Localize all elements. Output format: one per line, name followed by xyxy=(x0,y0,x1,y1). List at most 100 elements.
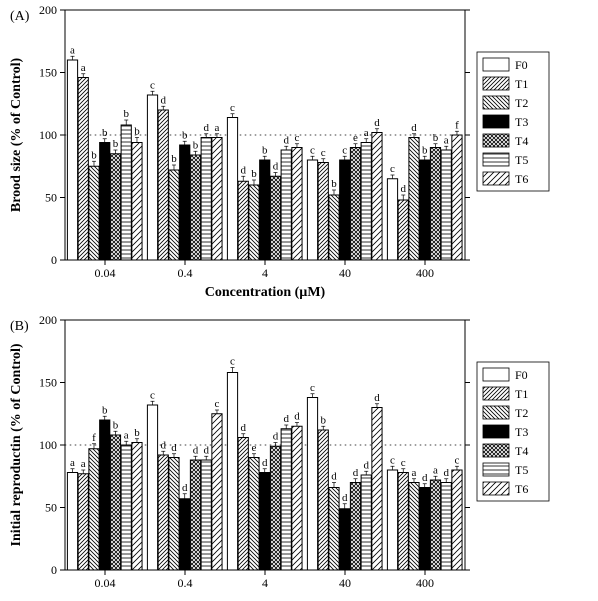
bar-letter: d xyxy=(353,467,359,479)
bar-F0 xyxy=(227,118,237,261)
bar-T2 xyxy=(249,185,259,260)
bar-letter: b xyxy=(91,149,97,161)
bar-T2 xyxy=(329,488,339,571)
legend-swatch-F0 xyxy=(483,58,509,71)
bar-T4 xyxy=(190,460,200,570)
bar-T4 xyxy=(430,480,440,570)
ytick-label: 150 xyxy=(39,66,57,80)
bar-T2 xyxy=(89,166,99,260)
bar-T1 xyxy=(238,438,248,571)
bar-F0 xyxy=(67,473,77,571)
bar-letter: d xyxy=(422,472,428,484)
figure-root: { "figure": { "width": 598, "height": 59… xyxy=(0,0,598,596)
bar-letter: a xyxy=(444,134,449,146)
bar-T3 xyxy=(420,160,430,260)
legend-label-T5: T5 xyxy=(515,463,528,477)
xtick-label: 0.4 xyxy=(178,266,193,280)
bar-T1 xyxy=(158,110,168,260)
legend-label-T6: T6 xyxy=(515,172,528,186)
bar-letter: d xyxy=(262,457,268,469)
bar-letter: b xyxy=(102,404,108,416)
bar-T6 xyxy=(212,138,222,261)
ytick-label: 100 xyxy=(39,438,57,452)
bar-letter: b xyxy=(193,139,199,151)
ytick-label: 200 xyxy=(39,313,57,327)
bar-letter: c xyxy=(321,147,326,159)
bar-letter: b xyxy=(134,126,140,138)
bar-T3 xyxy=(340,160,350,260)
bar-letter: f xyxy=(92,432,96,444)
bar-T4 xyxy=(350,483,360,571)
bar-T5 xyxy=(281,429,291,570)
bar-T4 xyxy=(190,155,200,260)
bar-letter: d xyxy=(342,492,348,504)
bar-letter: a xyxy=(81,458,86,470)
bar-T5 xyxy=(201,460,211,570)
legend-label-T1: T1 xyxy=(515,387,528,401)
bar-T5 xyxy=(201,138,211,261)
bar-T6 xyxy=(132,443,142,571)
bar-letter: b xyxy=(251,168,257,180)
bar-T6 xyxy=(452,470,462,570)
bar-letter: d xyxy=(363,459,369,471)
legend-label-T3: T3 xyxy=(515,425,528,439)
ytick-label: 0 xyxy=(51,253,57,267)
bar-letter: d xyxy=(443,467,449,479)
bar-letter: c xyxy=(215,398,220,410)
panel-label-A: (A) xyxy=(10,9,30,24)
bar-letter: c xyxy=(390,454,395,466)
legend-swatch-T6 xyxy=(483,482,509,495)
xtick-label: 40 xyxy=(339,266,351,280)
bar-letter: c xyxy=(150,79,155,91)
bar-letter: d xyxy=(182,482,188,494)
bar-letter: d xyxy=(160,94,166,106)
bar-letter: f xyxy=(455,119,459,131)
legend-swatch-T4 xyxy=(483,444,509,457)
bar-T2 xyxy=(169,458,179,571)
bar-F0 xyxy=(147,405,157,570)
bar-letter: b xyxy=(433,132,439,144)
bar-T5 xyxy=(281,150,291,260)
xtick-label: 0.04 xyxy=(95,576,116,590)
bar-letter: b xyxy=(113,138,119,150)
legend-swatch-T3 xyxy=(483,425,509,438)
legend-swatch-F0 xyxy=(483,368,509,381)
bar-letter: b xyxy=(134,427,140,439)
bar-T4 xyxy=(270,176,280,260)
bar-F0 xyxy=(227,373,237,571)
bar-letter: c xyxy=(310,144,315,156)
bar-letter: a xyxy=(124,429,129,441)
bar-letter: d xyxy=(203,122,209,134)
bar-F0 xyxy=(67,60,77,260)
legend-label-T3: T3 xyxy=(515,115,528,129)
bar-letter: d xyxy=(160,439,166,451)
bar-T5 xyxy=(121,125,131,260)
bar-T3 xyxy=(260,160,270,260)
xtick-label: 400 xyxy=(416,266,434,280)
bar-T5 xyxy=(121,445,131,570)
legend-swatch-T6 xyxy=(483,172,509,185)
legend-label-T5: T5 xyxy=(515,153,528,167)
ytick-label: 150 xyxy=(39,376,57,390)
bar-letter: b xyxy=(171,153,177,165)
bar-T3 xyxy=(340,509,350,570)
bar-letter: a xyxy=(70,457,75,469)
bar-letter: c xyxy=(401,457,406,469)
bar-letter: b xyxy=(262,144,268,156)
bar-T1 xyxy=(238,181,248,260)
bar-T4 xyxy=(110,154,120,260)
bar-letter: a xyxy=(81,62,86,74)
bar-letter: b xyxy=(320,414,326,426)
bar-T1 xyxy=(158,455,168,570)
bar-T6 xyxy=(212,414,222,570)
bar-T2 xyxy=(409,483,419,571)
ytick-label: 0 xyxy=(51,563,57,577)
ytick-label: 200 xyxy=(39,3,57,17)
bar-letter: d xyxy=(331,471,337,483)
panel-label-B: (B) xyxy=(10,319,29,334)
bar-T2 xyxy=(89,449,99,570)
bar-letter: b xyxy=(113,419,119,431)
bar-F0 xyxy=(307,398,317,571)
xtick-label: 40 xyxy=(339,576,351,590)
legend-swatch-T1 xyxy=(483,387,509,400)
